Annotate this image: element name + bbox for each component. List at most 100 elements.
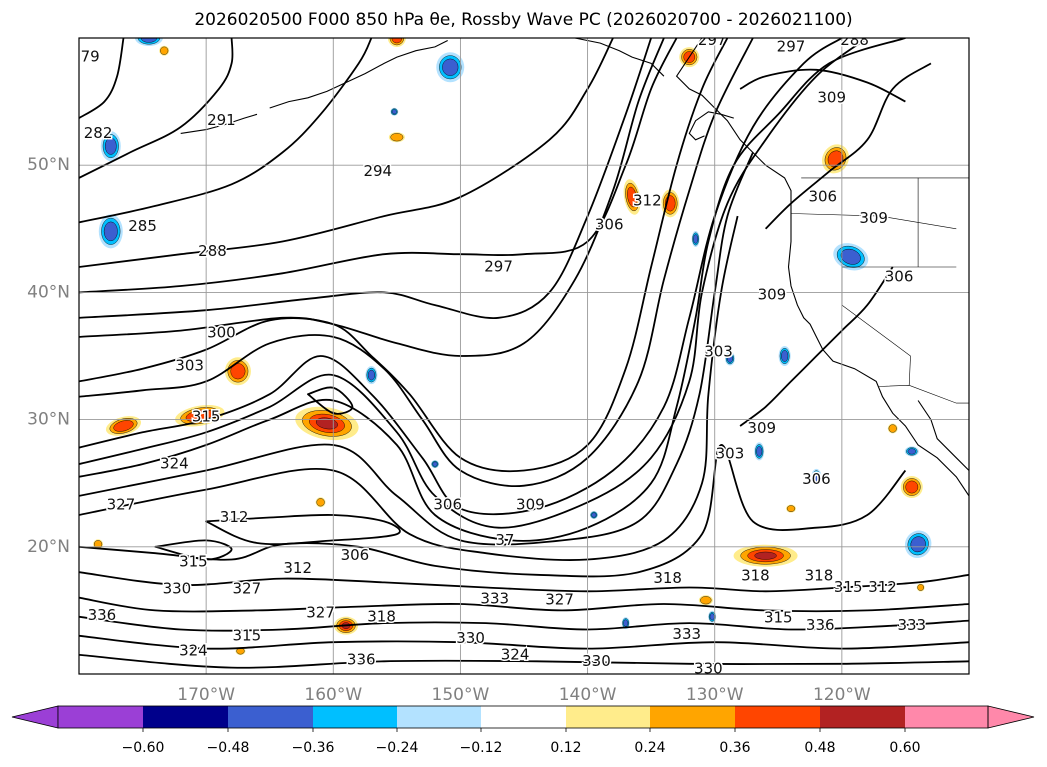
contour-line bbox=[79, 634, 969, 650]
anomaly-blob bbox=[833, 243, 869, 271]
anomaly-ring bbox=[756, 446, 763, 457]
contour-label: 288 bbox=[198, 242, 227, 260]
anomaly-blob bbox=[904, 446, 919, 457]
lon-tick-label: 170°W bbox=[177, 685, 235, 705]
contour-label: 291 bbox=[207, 111, 236, 129]
anomaly-blob bbox=[900, 476, 923, 499]
contour-label: 294 bbox=[363, 162, 392, 180]
anomaly-blob bbox=[916, 583, 925, 592]
anomaly-blob bbox=[724, 351, 735, 366]
theta-e-contours bbox=[79, 38, 969, 669]
colorbar-segment bbox=[820, 706, 905, 728]
contour-label: 324 bbox=[179, 642, 208, 660]
axis-labels: 170°W 160°W 150°W 140°W 130°W 120°W 50°N 40°N 30… bbox=[27, 155, 871, 705]
anomaly-ring bbox=[888, 424, 897, 433]
colorbar-tick-label: 0.36 bbox=[719, 740, 750, 756]
contour-line bbox=[79, 38, 614, 268]
contour-line bbox=[79, 38, 234, 179]
anomaly-blob bbox=[315, 497, 326, 508]
contour-label: 306 bbox=[595, 215, 624, 233]
contour-line bbox=[79, 38, 729, 473]
anomaly-ring bbox=[627, 186, 638, 208]
contour-label: 330 bbox=[694, 659, 723, 677]
lon-tick-label: 140°W bbox=[559, 685, 617, 705]
contour-label: 300 bbox=[207, 324, 236, 342]
anomaly-blob bbox=[365, 366, 378, 385]
anomaly-blob bbox=[778, 346, 791, 366]
anomaly-blob bbox=[388, 132, 405, 143]
coast-line bbox=[269, 40, 448, 109]
anomaly-ring bbox=[315, 417, 338, 430]
anomaly-blob bbox=[105, 416, 142, 436]
contour-label: 327 bbox=[545, 591, 574, 609]
contour-label: 306 bbox=[885, 268, 914, 286]
colorbar-tick-label: 0.60 bbox=[889, 740, 920, 756]
contour-line bbox=[79, 38, 678, 294]
contour-label: 315 bbox=[834, 578, 863, 596]
contour-label: 303 bbox=[704, 343, 733, 361]
anomaly-blob bbox=[754, 442, 765, 461]
contour-line bbox=[79, 444, 907, 578]
colorbar-tick-label: −0.48 bbox=[207, 740, 250, 756]
anomaly-ring bbox=[623, 619, 629, 627]
contour-line bbox=[79, 38, 125, 119]
contour-line bbox=[205, 513, 401, 546]
political-border bbox=[878, 384, 969, 404]
contour-label: 282 bbox=[84, 124, 113, 142]
contour-label: 312 bbox=[220, 508, 249, 526]
anomaly-ring bbox=[813, 472, 820, 482]
contour-label: 324 bbox=[160, 455, 189, 473]
colorbar-segment bbox=[143, 706, 228, 728]
contour-label: 309 bbox=[516, 495, 545, 513]
contour-label: 318 bbox=[367, 607, 396, 625]
contour-label: 306 bbox=[433, 495, 462, 513]
contour-label: 333 bbox=[897, 616, 926, 634]
anomaly-ring bbox=[391, 38, 403, 44]
lat-tick-label: 40°N bbox=[27, 282, 70, 302]
contour-label: 37 bbox=[495, 531, 514, 549]
contour-label: 309 bbox=[859, 209, 888, 227]
lat-tick-label: 20°N bbox=[27, 537, 70, 557]
anomaly-ring bbox=[103, 221, 118, 242]
contour-label: 330 bbox=[582, 652, 611, 670]
contour-line bbox=[739, 68, 906, 103]
colorbar-segment bbox=[228, 706, 313, 728]
contour-label: 297 bbox=[698, 31, 727, 49]
anomaly-blob bbox=[100, 131, 121, 162]
contour-label: 315 bbox=[179, 553, 208, 571]
anomaly-ring bbox=[700, 596, 712, 605]
map-title: 2026020500 F000 850 hPa θe, Rossby Wave … bbox=[194, 10, 853, 30]
contour-label: 318 bbox=[653, 569, 682, 587]
coast-line bbox=[917, 400, 969, 471]
contour-label: 336 bbox=[88, 606, 117, 624]
colorbar-extend-low bbox=[11, 705, 59, 729]
contour-label: 306 bbox=[808, 188, 837, 206]
contour-label: 327 bbox=[107, 495, 136, 513]
anomaly-ring bbox=[113, 420, 134, 432]
contour-label: 288 bbox=[840, 31, 869, 49]
anomaly-ring bbox=[591, 512, 597, 518]
lat-lon-grid bbox=[79, 38, 969, 674]
lon-tick-label: 160°W bbox=[304, 685, 362, 705]
anomaly-blob bbox=[224, 357, 251, 386]
anomaly-ring bbox=[754, 551, 777, 560]
contour-label: 285 bbox=[128, 217, 157, 235]
anomaly-blob bbox=[387, 38, 406, 47]
anomaly-blob bbox=[904, 530, 932, 559]
anomaly-ring bbox=[726, 354, 733, 363]
anomaly-ring bbox=[693, 234, 699, 244]
contour-line bbox=[79, 596, 969, 613]
anomaly-blob bbox=[134, 38, 163, 46]
anomaly-ring bbox=[230, 363, 246, 380]
anomaly-ring bbox=[442, 58, 459, 76]
contour-line bbox=[79, 38, 373, 224]
anomaly-ring bbox=[432, 461, 438, 467]
contour-label: 336 bbox=[806, 616, 835, 634]
lat-tick-label: 50°N bbox=[27, 155, 70, 175]
colorbar-segment bbox=[650, 706, 735, 728]
contour-label: 318 bbox=[741, 567, 770, 585]
anomaly-ring bbox=[907, 448, 916, 455]
anomaly-blob bbox=[390, 107, 399, 116]
